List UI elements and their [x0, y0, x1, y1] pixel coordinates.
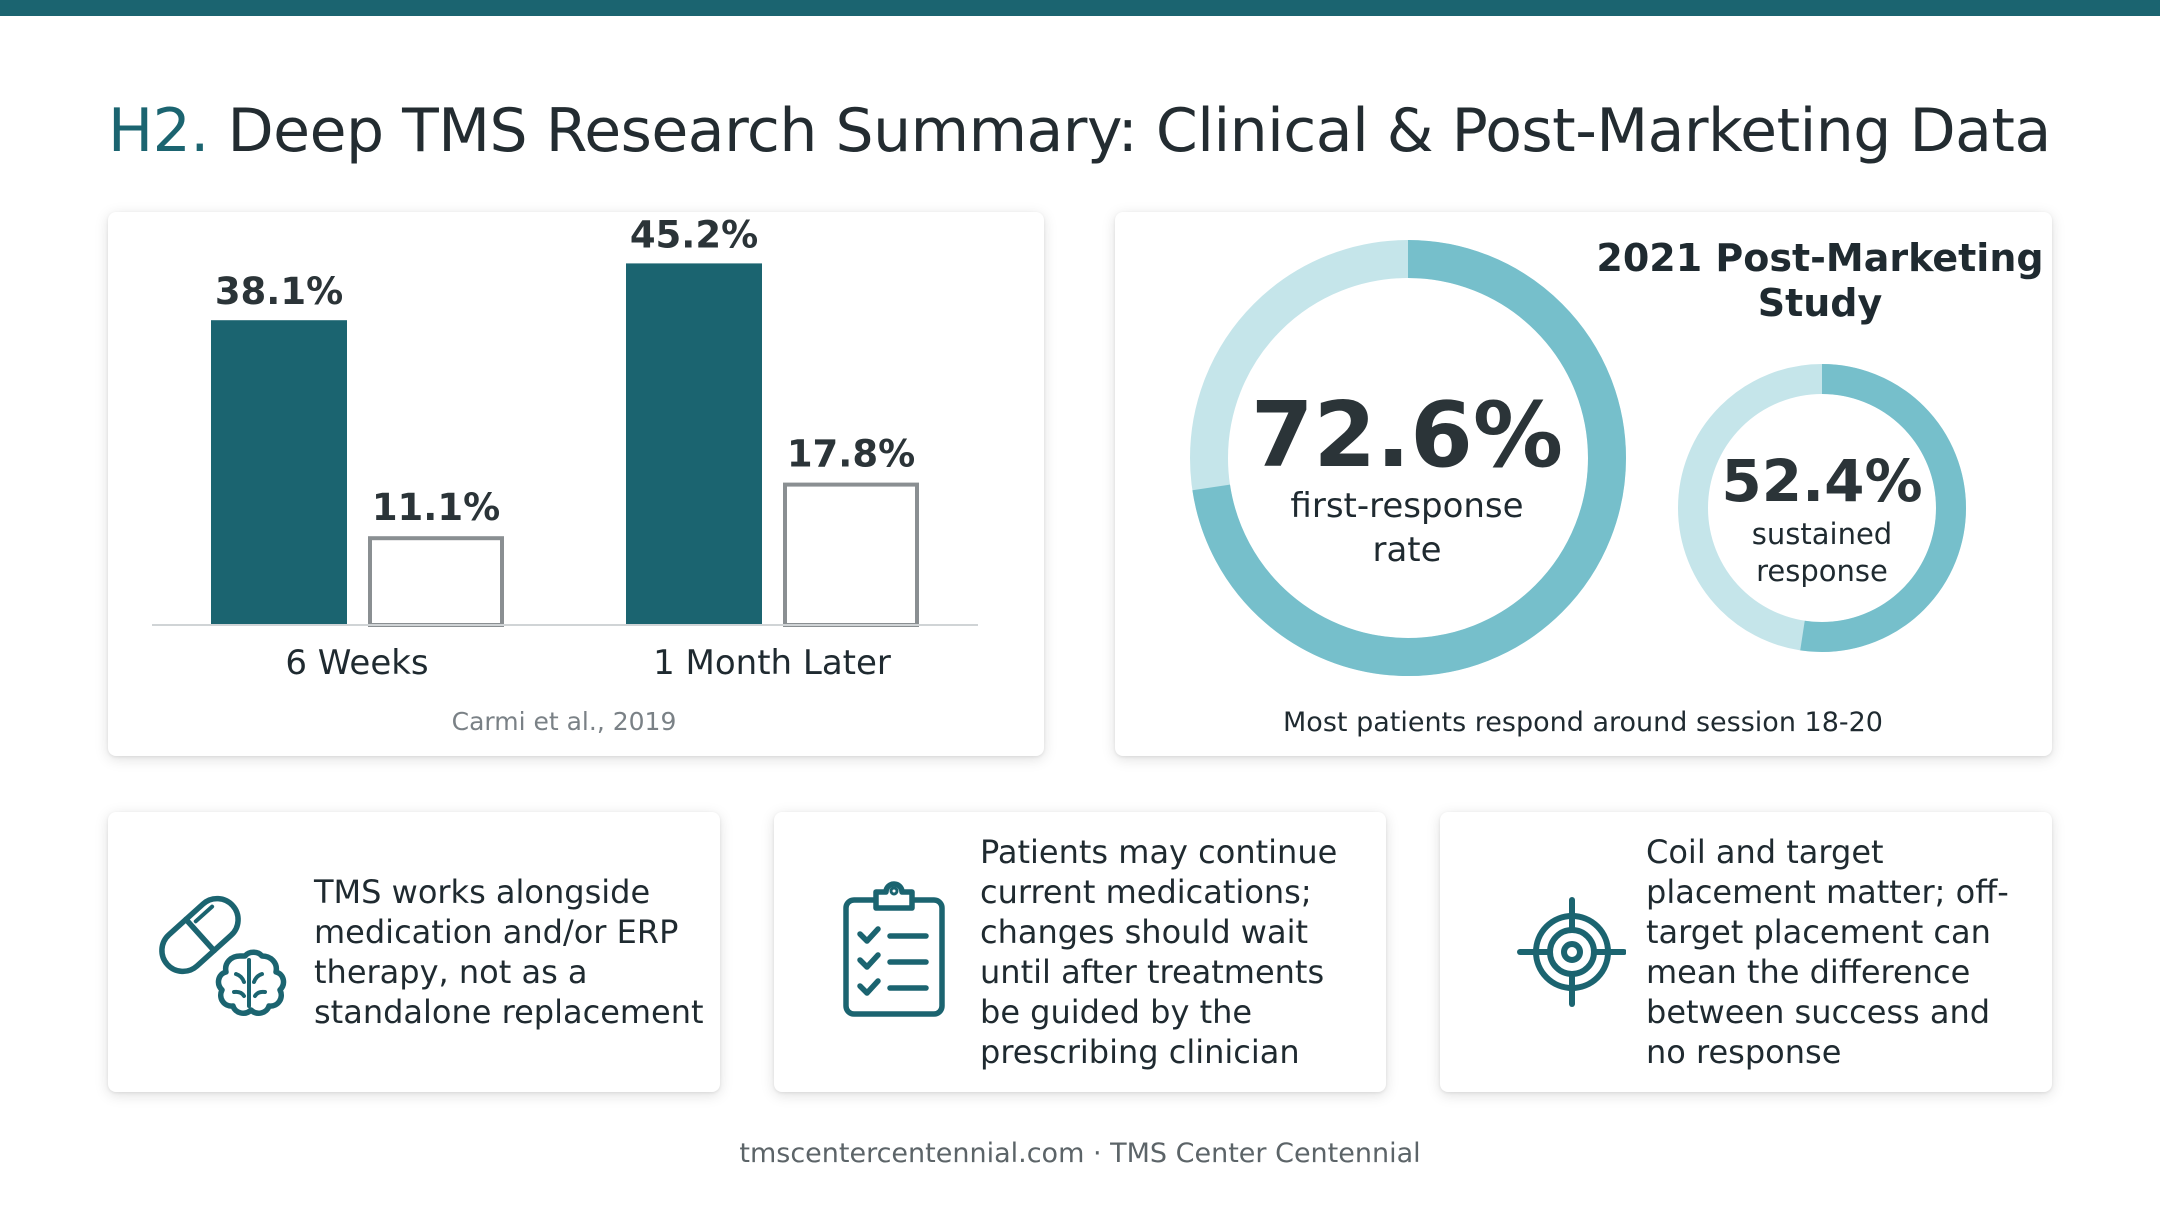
session-note: Most patients respond around session 18-… — [1283, 707, 1883, 738]
target-crosshair-icon — [1517, 897, 1626, 1007]
first-response-value: 72.6% — [1251, 383, 1563, 488]
info-text-current-medications: Patients may continue current medication… — [980, 833, 1338, 1071]
pill-brain-icon — [159, 895, 287, 1016]
info-text-medication: TMS works alongside medication and/or ER… — [314, 873, 704, 1031]
bar-value-label: 38.1% — [215, 270, 343, 313]
page-title-prefix: H2. — [108, 96, 209, 166]
x-tick-label-1-month-later: 1 Month Later — [653, 643, 891, 683]
post-marketing-title-line-1: 2021 Post-Marketing — [1596, 236, 2043, 280]
bar-6-weeks-series-2 — [368, 536, 504, 628]
sustained-response-value: 52.4% — [1721, 447, 1922, 515]
bar-1-month-later-series-2 — [783, 482, 919, 627]
bar-value-label: 11.1% — [372, 486, 500, 529]
bar-value-label: 17.8% — [787, 433, 915, 476]
bar-chart-marks: 38.1% 11.1% 45.2% 17.8% — [211, 213, 919, 628]
top-accent-bar — [0, 0, 2160, 16]
x-tick-label-6-weeks: 6 Weeks — [285, 643, 428, 683]
sustained-response-caption-line-2: response — [1756, 554, 1888, 588]
page-title: H2. Deep TMS Research Summary: Clinical … — [108, 96, 2108, 166]
footer-credit: tmscentercentennial.com · TMS Center Cen… — [739, 1138, 1421, 1169]
bar-chart-card: 38.1% 11.1% 45.2% 17.8% 6 Weeks 1 Month Lat… — [108, 212, 1044, 756]
info-text-coil-placement: Coil and target placement matter; off-ta… — [1646, 833, 2009, 1071]
bar-1-month-later-series-1 — [626, 263, 762, 625]
info-card-current-medications: Patients may continue current medication… — [774, 812, 1386, 1092]
donut-chart: 2021 Post-Marketing Study 72.6% first-re… — [1190, 236, 2044, 738]
info-card-coil-placement: Coil and target placement matter; off-ta… — [1440, 812, 2052, 1092]
clipboard-checklist-icon — [843, 881, 945, 1017]
first-response-caption-line-1: first-response — [1290, 486, 1523, 526]
bar-value-label: 45.2% — [630, 213, 758, 256]
chart-source: Carmi et al., 2019 — [452, 707, 677, 736]
donut-ring-first-response — [1190, 240, 1626, 676]
first-response-caption-line-2: rate — [1372, 530, 1441, 570]
info-card-medication: TMS works alongside medication and/or ER… — [108, 812, 720, 1092]
donut-chart-card: 2021 Post-Marketing Study 72.6% first-re… — [1115, 212, 2052, 756]
donut-value-arc — [1678, 364, 1966, 652]
bar-chart: 38.1% 11.1% 45.2% 17.8% 6 Weeks 1 Month Lat… — [152, 213, 978, 736]
post-marketing-title-line-2: Study — [1758, 281, 1883, 325]
bar-6-weeks-series-1 — [211, 320, 347, 625]
page-title-text: Deep TMS Research Summary: Clinical & Po… — [227, 96, 2051, 166]
sustained-response-caption-line-1: sustained — [1752, 517, 1892, 551]
donut-ring-sustained — [1678, 364, 1966, 652]
donut-value-arc — [1190, 240, 1626, 676]
